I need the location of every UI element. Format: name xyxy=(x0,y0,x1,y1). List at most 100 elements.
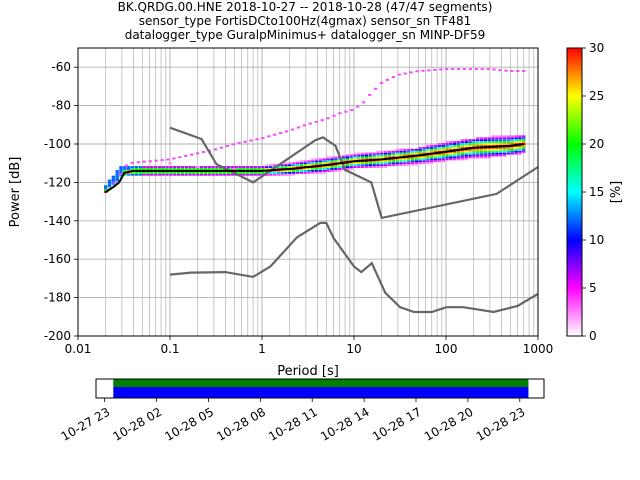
y-tick-label: -80 xyxy=(51,99,71,113)
heat-cell xyxy=(238,166,242,168)
heat-cell xyxy=(142,173,146,176)
heat-cell xyxy=(291,173,296,176)
heat-cell xyxy=(107,181,112,184)
heat-cell xyxy=(107,179,112,182)
heat-cell xyxy=(188,173,192,176)
heat-cell xyxy=(479,143,484,145)
heat-cell xyxy=(349,156,353,159)
heat-cell-outlier xyxy=(409,71,413,74)
heat-cell xyxy=(242,173,246,176)
heat-cell xyxy=(410,148,415,151)
heat-cell xyxy=(211,171,215,174)
heat-cell xyxy=(349,154,353,157)
heat-cell xyxy=(418,148,422,151)
heat-cell xyxy=(337,160,342,163)
heat-cell xyxy=(399,154,403,157)
heat-cell xyxy=(199,173,204,176)
heat-cell xyxy=(426,146,430,149)
heat-cell xyxy=(437,148,442,151)
heat-cell xyxy=(499,152,503,155)
heat-cell xyxy=(380,160,384,163)
heat-cell xyxy=(318,171,323,174)
heat-cell xyxy=(387,156,392,159)
heat-cell xyxy=(414,164,419,167)
heat-cell xyxy=(414,152,419,155)
heat-cell xyxy=(468,141,472,144)
heat-cell xyxy=(334,168,338,170)
heat-cell xyxy=(518,150,522,153)
heat-cell xyxy=(330,169,334,172)
heat-cell xyxy=(418,152,422,155)
heat-cell xyxy=(414,160,419,163)
heat-cell xyxy=(341,168,346,170)
heat-cell xyxy=(253,166,257,168)
heat-cell xyxy=(479,139,484,142)
heat-cell xyxy=(380,156,384,159)
heat-cell xyxy=(472,156,476,159)
heat-cell xyxy=(337,164,342,167)
heat-cell xyxy=(326,156,330,159)
heat-cell-outlier xyxy=(273,133,277,136)
heat-cell xyxy=(345,156,350,159)
heat-cell xyxy=(406,152,411,155)
heat-cell xyxy=(161,173,165,176)
heat-cell xyxy=(387,152,392,155)
heat-cell xyxy=(364,162,369,165)
heat-cell xyxy=(514,146,518,149)
heat-cell xyxy=(387,160,392,163)
heat-cell xyxy=(506,143,511,145)
heat-cell-outlier xyxy=(219,146,223,149)
heat-cell xyxy=(502,137,507,140)
heat-cell xyxy=(372,166,376,168)
heat-cell-outlier xyxy=(474,68,478,71)
heat-cell xyxy=(345,158,350,161)
heat-cell xyxy=(353,162,357,165)
heat-cell xyxy=(479,144,484,147)
heat-cell xyxy=(441,160,445,163)
heat-cell xyxy=(491,137,495,140)
heat-cell xyxy=(368,164,373,167)
heat-cell xyxy=(119,169,123,172)
heat-cell xyxy=(146,168,150,170)
heat-cell xyxy=(107,187,112,190)
heat-cell xyxy=(265,168,269,170)
heat-cell xyxy=(403,150,407,153)
heat-cell xyxy=(422,158,426,161)
colorbar-label: [%] xyxy=(609,181,624,204)
heat-cell xyxy=(334,166,338,168)
heat-cell xyxy=(334,164,338,167)
heat-cell-outlier xyxy=(284,130,289,133)
heat-cell xyxy=(456,152,461,155)
heat-cell xyxy=(483,152,488,155)
heat-cell xyxy=(433,158,438,161)
heat-cell xyxy=(314,158,319,161)
heat-cell xyxy=(130,171,135,174)
heat-cell xyxy=(318,162,323,165)
heat-cell xyxy=(288,166,292,168)
heat-cell xyxy=(249,173,254,176)
heat-cell xyxy=(441,158,445,161)
heat-cell xyxy=(169,166,173,168)
y-tick-label: -180 xyxy=(44,291,71,305)
x-axis-label: Period [s] xyxy=(277,364,339,379)
heat-cell-outlier xyxy=(415,70,419,73)
heat-cell xyxy=(522,146,526,149)
heat-cell-outlier xyxy=(184,154,188,157)
heat-cell xyxy=(418,146,422,149)
heat-cell-outlier xyxy=(450,68,455,71)
heat-cell xyxy=(138,173,142,176)
heat-cell xyxy=(288,173,292,176)
heat-cell xyxy=(242,168,246,170)
heat-cell xyxy=(433,156,438,159)
heat-cell xyxy=(518,135,522,138)
heat-cell xyxy=(460,158,465,161)
heat-cell xyxy=(368,162,373,165)
heat-cell xyxy=(111,183,116,186)
heat-cell xyxy=(510,139,514,142)
heat-cell xyxy=(395,150,399,153)
heat-cell xyxy=(464,146,468,149)
heat-cell xyxy=(460,150,465,153)
heat-cell xyxy=(311,158,315,161)
heat-cell xyxy=(502,135,507,138)
